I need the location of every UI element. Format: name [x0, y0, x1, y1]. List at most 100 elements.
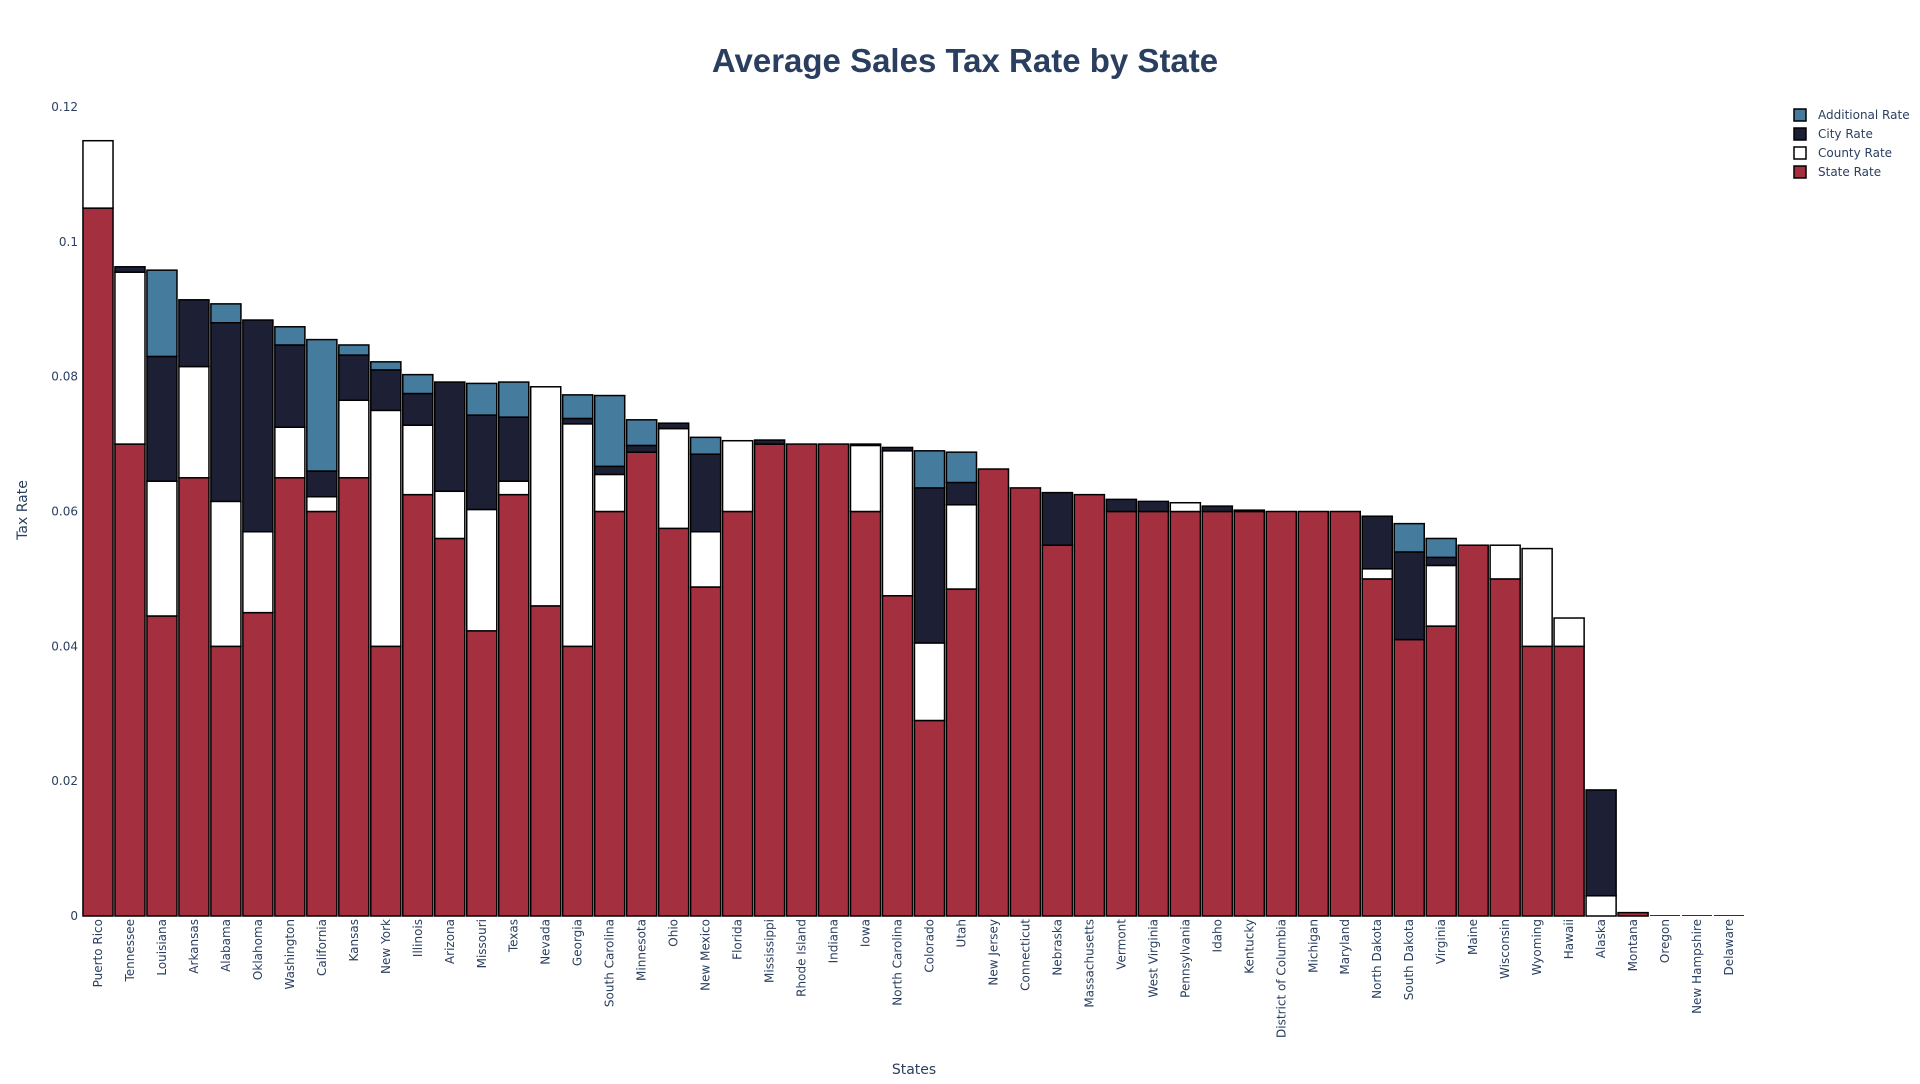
- bar-segment-state-rate: [1169, 510, 1202, 917]
- x-tick-label: Virginia: [1434, 919, 1448, 964]
- bar-segment-state-rate: [913, 719, 946, 917]
- bar-segment-additional-rate: [913, 450, 946, 489]
- x-tick-label: Utah: [954, 919, 968, 947]
- x-tick-label: West Virginia: [1146, 919, 1160, 998]
- x-tick-label: Pennsylvania: [1178, 919, 1192, 998]
- bar-segment-state-rate: [721, 510, 754, 917]
- x-tick-label: Maine: [1466, 919, 1480, 955]
- bar-segment-additional-rate: [497, 381, 530, 418]
- bars-group: [82, 139, 1745, 917]
- bar-segment-state-rate: [1073, 493, 1106, 917]
- bar-segment-state-rate: [817, 443, 850, 917]
- bar-segment-county-rate: [593, 473, 626, 513]
- x-tick-label: Minnesota: [635, 919, 649, 981]
- bar-segment-county-rate: [1585, 895, 1617, 917]
- x-tick-label: Missouri: [475, 919, 489, 968]
- bar-segment-state-rate: [1521, 645, 1553, 917]
- bar-segment-state-rate: [114, 443, 146, 917]
- y-tick-label: 0.04: [51, 639, 78, 653]
- bar-segment-city-rate: [561, 417, 594, 425]
- x-tick-label: Arkansas: [187, 919, 201, 974]
- x-tick-label: Mississippi: [763, 919, 777, 983]
- bar-segment-city-rate: [338, 354, 370, 402]
- x-tick-label: New Mexico: [699, 919, 713, 991]
- x-tick-label: South Dakota: [1402, 919, 1416, 1000]
- x-tick-label: Massachusetts: [1082, 919, 1096, 1008]
- bar-segment-state-rate: [593, 510, 626, 917]
- bar-segment-county-rate: [1425, 564, 1457, 627]
- x-tick-label: Oregon: [1658, 919, 1672, 963]
- x-tick-label: Louisiana: [155, 919, 169, 976]
- x-tick-label: California: [315, 919, 329, 976]
- x-tick-label: Nebraska: [1050, 919, 1064, 976]
- bar-segment-county-rate: [1521, 547, 1553, 648]
- bar-segment-state-rate: [1201, 510, 1234, 917]
- y-tick-label: 0.06: [51, 505, 78, 519]
- bar-segment-state-rate: [1329, 510, 1362, 917]
- bar-segment-state-rate: [1009, 487, 1042, 917]
- x-tick-label: North Carolina: [891, 919, 905, 1006]
- bar-segment-city-rate: [306, 470, 338, 498]
- bar-segment-county-rate: [114, 271, 146, 445]
- bar-segment-additional-rate: [561, 394, 594, 420]
- bar-segment-county-rate: [465, 508, 498, 632]
- x-tick-label: North Dakota: [1370, 919, 1384, 999]
- x-axis-title: States: [892, 1062, 936, 1078]
- x-tick-label: Rhode Island: [795, 919, 809, 997]
- bar-segment-state-rate: [178, 477, 210, 917]
- bar-segment-county-rate: [402, 424, 434, 496]
- bar-segment-state-rate: [1137, 510, 1170, 917]
- bar-segment-county-rate: [913, 642, 946, 722]
- bar-segment-city-rate: [945, 481, 978, 506]
- bar-segment-county-rate: [1553, 617, 1585, 648]
- y-tick-label: 0: [70, 909, 78, 923]
- x-tick-label: South Carolina: [603, 919, 617, 1007]
- bar-segment-city-rate: [1361, 515, 1393, 570]
- y-axis-title: Tax Rate: [15, 480, 31, 541]
- x-tick-label: Georgia: [571, 919, 585, 966]
- y-tick-label: 0.08: [51, 370, 78, 384]
- x-tick-label: Kansas: [347, 919, 361, 961]
- x-tick-label: Alaska: [1594, 919, 1608, 958]
- legend: Additional Rate City Rate County Rate State…: [1793, 108, 1910, 179]
- bar-segment-state-rate: [657, 527, 690, 917]
- legend-swatch: [1793, 108, 1807, 122]
- x-tick-label: Texas: [507, 919, 521, 953]
- x-tick-label: Alabama: [219, 919, 233, 972]
- bar-segment-state-rate: [338, 477, 370, 917]
- bar-segment-county-rate: [1169, 501, 1202, 513]
- bar-segment-state-rate: [146, 615, 178, 917]
- legend-swatch: [1793, 165, 1807, 179]
- legend-label: Additional Rate: [1818, 108, 1910, 122]
- y-tick-label: 0.1: [59, 235, 78, 249]
- bar-segment-city-rate: [434, 381, 466, 493]
- bar-segment-county-rate: [1489, 544, 1521, 580]
- bar-segment-state-rate: [210, 645, 242, 917]
- chart-title: Average Sales Tax Rate by State: [712, 42, 1218, 79]
- bar-segment-state-rate: [370, 645, 402, 917]
- bar-segment-county-rate: [497, 480, 530, 496]
- bar-segment-state-rate: [1393, 638, 1425, 917]
- x-tick-label: Puerto Rico: [91, 919, 105, 987]
- x-tick-label: Tennessee: [123, 919, 137, 983]
- bar-segment-city-rate: [1393, 551, 1425, 641]
- x-tick-label: Ohio: [667, 919, 681, 947]
- bar-segment-state-rate: [82, 207, 114, 917]
- x-tick-label: Oklahoma: [251, 919, 265, 980]
- bar-segment-additional-rate: [465, 382, 498, 416]
- bar-segment-state-rate: [561, 645, 594, 917]
- bar-segment-additional-rate: [1393, 522, 1425, 553]
- y-tick-label: 0.02: [51, 774, 78, 788]
- bar-segment-state-rate: [945, 588, 978, 917]
- bar-segment-county-rate: [657, 427, 690, 530]
- bar-segment-state-rate: [497, 493, 530, 917]
- bar-segment-city-rate: [1425, 556, 1457, 567]
- bar-segment-city-rate: [625, 444, 658, 453]
- bar-segment-state-rate: [753, 443, 786, 917]
- bar-segment-county-rate: [434, 490, 466, 540]
- x-tick-label: Delaware: [1722, 919, 1736, 976]
- bar-segment-city-rate: [881, 446, 914, 452]
- bar-segment-additional-rate: [402, 373, 434, 395]
- bar-segment-zero: [1650, 915, 1681, 916]
